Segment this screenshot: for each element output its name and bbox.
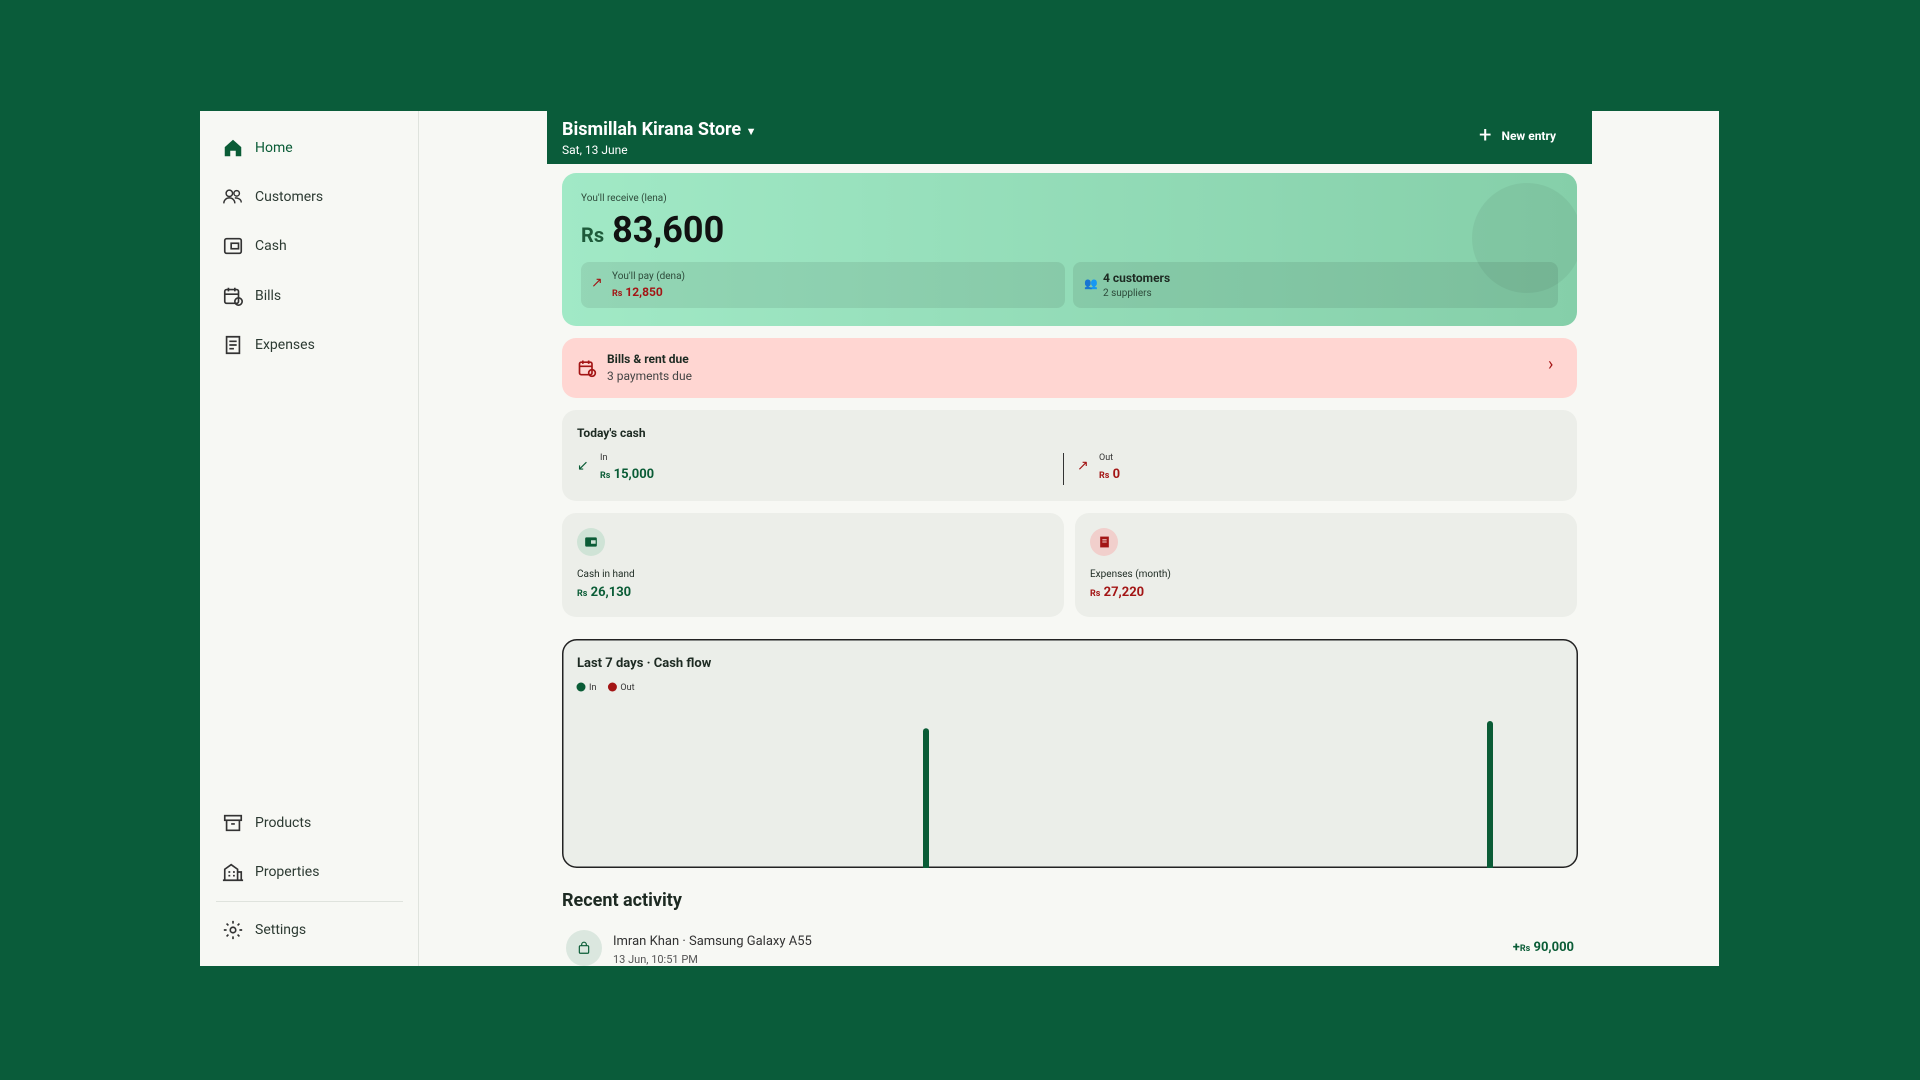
- sign: +: [1512, 940, 1520, 955]
- nav-label: Expenses: [255, 337, 315, 353]
- suppliers: 2 suppliers: [1103, 288, 1152, 299]
- expense-card: Expenses (month) Rs 27,220: [1075, 513, 1577, 617]
- in-icon: ↙: [577, 458, 589, 474]
- date: Sat, 13 June: [562, 143, 628, 157]
- currency: Rs: [600, 471, 611, 481]
- cash-flow-chart: Last 7 days · Cash flow InOutSMTWTFS: [562, 639, 1578, 868]
- new-entry-button[interactable]: + New entry: [1479, 123, 1557, 148]
- currency: Rs: [1099, 471, 1110, 481]
- divider: [216, 901, 403, 902]
- activity-amount: +Rs 90,000: [1513, 940, 1574, 955]
- legend-swatch: [607, 682, 617, 692]
- card-amount: Rs 27,220: [1090, 585, 1144, 600]
- nav-label: Bills: [255, 288, 282, 304]
- nav-item[interactable]: Expenses: [222, 330, 315, 360]
- receive-label: You'll receive (lena): [581, 193, 667, 204]
- activity-item[interactable]: Imran Khan · Samsung Galaxy A55 13 Jun, …: [562, 927, 1577, 966]
- today-card: Today's cash ↙ In Rs 15,000 ↗ Out Rs 0: [562, 410, 1577, 501]
- customers-box: 👥 4 customers 2 suppliers: [1073, 262, 1558, 308]
- out-amount: Rs 0: [1099, 467, 1120, 482]
- header: Bismillah Kirana Store ▼ Sat, 13 June + N…: [547, 111, 1592, 164]
- bills-subtitle: 3 payments due: [607, 369, 692, 383]
- nav-item[interactable]: Bills: [222, 281, 281, 311]
- store-selector[interactable]: Bismillah Kirana Store ▼: [562, 119, 757, 140]
- app-window: Home Customers Cash Bills Expenses Produ…: [200, 111, 1719, 966]
- chart-frame: [562, 639, 1578, 868]
- store-name: Bismillah Kirana Store: [562, 119, 742, 140]
- nav-label: Properties: [255, 864, 320, 880]
- nav-item[interactable]: Cash: [222, 231, 287, 261]
- pay-box: ↗ You'll pay (dena) Rs 12,850: [581, 262, 1065, 308]
- bills-card[interactable]: Bills & rent due 3 payments due ›: [562, 338, 1577, 398]
- out-icon: ↗: [1077, 458, 1089, 474]
- out-label: Out: [1099, 453, 1114, 463]
- nav-label: Home: [255, 140, 293, 156]
- amount: 90,000: [1533, 940, 1575, 955]
- amount: 26,130: [590, 585, 632, 600]
- people-icon: 👥: [1084, 277, 1098, 290]
- divider: [1063, 453, 1064, 485]
- currency: Rs: [1090, 589, 1101, 599]
- bag-icon: [566, 930, 602, 966]
- nav-item[interactable]: Properties: [222, 857, 319, 887]
- amount: 83,600: [612, 209, 725, 251]
- nav-item[interactable]: Settings: [222, 915, 306, 945]
- bills-title: Bills & rent due: [607, 352, 689, 366]
- summary-card: You'll receive (lena) Rs 83,600 ↗ You'll …: [562, 173, 1577, 326]
- nav-item[interactable]: Products: [222, 808, 311, 838]
- legend-label: Out: [620, 683, 634, 693]
- legend-label: In: [589, 683, 596, 693]
- currency: Rs: [577, 589, 588, 599]
- decoration: [1472, 183, 1577, 293]
- sidebar: Home Customers Cash Bills Expenses Produ…: [200, 111, 419, 966]
- card-label: Expenses (month): [1090, 569, 1171, 580]
- nav-label: Cash: [255, 238, 287, 254]
- amount: 0: [1112, 467, 1121, 482]
- bar: [923, 728, 929, 868]
- arrow-icon: ↗: [591, 275, 603, 291]
- recent-title: Recent activity: [562, 890, 682, 911]
- cash-card: Cash in hand Rs 26,130: [562, 513, 1064, 617]
- wallet-icon: [577, 528, 605, 556]
- legend-swatch: [576, 682, 586, 692]
- card-amount: Rs 26,130: [577, 585, 631, 600]
- receipt-icon: [1090, 528, 1118, 556]
- nav-label: Settings: [255, 922, 307, 938]
- amount: 12,850: [625, 285, 663, 299]
- chevron: ›: [1548, 354, 1554, 375]
- today-title: Today's cash: [577, 426, 646, 440]
- nav-item[interactable]: Home: [222, 133, 293, 163]
- nav-label: Customers: [255, 189, 324, 205]
- currency: Rs: [1519, 944, 1531, 954]
- pay-amount: Rs 12,850: [612, 285, 663, 299]
- currency: Rs: [581, 223, 605, 247]
- in-label: In: [600, 453, 608, 463]
- button-label: New entry: [1501, 129, 1557, 143]
- activity-time: 13 Jun, 10:51 PM: [613, 953, 698, 966]
- nav-label: Products: [255, 815, 312, 831]
- bills-icon: [578, 360, 597, 378]
- card-label: Cash in hand: [577, 569, 635, 580]
- nav-item[interactable]: Customers: [222, 182, 323, 212]
- customers: 4 customers: [1103, 271, 1171, 285]
- in-amount: Rs 15,000: [600, 467, 654, 482]
- amount: 27,220: [1103, 585, 1145, 600]
- receive-amount: Rs 83,600: [581, 209, 724, 251]
- amount: 15,000: [613, 467, 655, 482]
- bar: [1487, 721, 1493, 868]
- chart-title: Last 7 days · Cash flow: [577, 656, 712, 671]
- currency: Rs: [612, 289, 623, 299]
- pay-label: You'll pay (dena): [612, 271, 685, 282]
- activity-title: Imran Khan · Samsung Galaxy A55: [613, 934, 812, 949]
